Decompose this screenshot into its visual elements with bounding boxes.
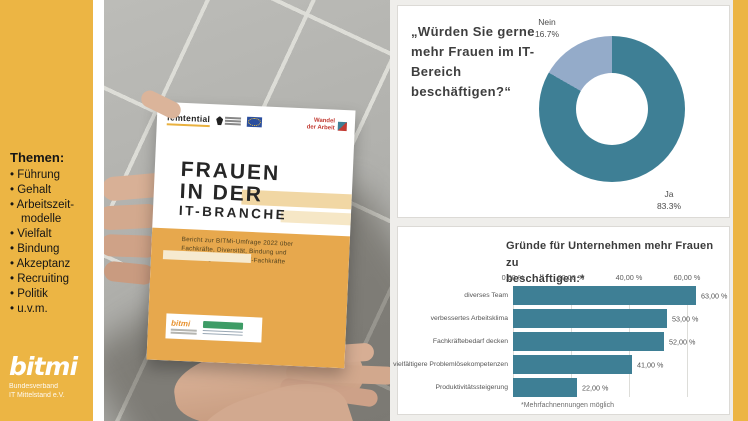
bar-x-axis: 0,00 % 20,00 % 40,00 % 60,00 %	[502, 273, 723, 286]
sidebar: Themen: FührungGehaltArbeitszeit-modelle…	[0, 0, 93, 421]
bar-track: 63,00 %	[513, 286, 727, 305]
bar-row: Produktivitätssteigerung 22,00 %	[408, 378, 723, 397]
ja-label-pct: 83.3%	[656, 201, 682, 212]
bar-category-label: vielfältigere Problemlösekompetenzen	[393, 361, 508, 368]
topics-heading: Themen:	[10, 150, 65, 165]
donut-hole	[576, 73, 648, 145]
sidebar-topic: Arbeitszeit-modelle	[10, 198, 90, 226]
bar-value-label: 41,00 %	[637, 360, 664, 369]
bar-row: verbessertes Arbeitsklima 53,00 %	[408, 309, 723, 328]
x-axis-tick: 60,00 %	[673, 273, 701, 282]
cover-photo: femtential Wandel der Arbeit	[104, 0, 390, 421]
bar-value-label: 22,00 %	[582, 383, 609, 392]
sidebar-topic: Gehalt	[10, 183, 90, 197]
wandel-squares-icon	[337, 121, 348, 131]
nein-label-text: Nein	[538, 17, 556, 27]
cover-bitmi-logo: bitmi	[170, 318, 198, 335]
ministry-text-lines	[224, 117, 242, 126]
cover-partner-logo	[202, 320, 244, 336]
gridline	[687, 286, 688, 397]
ja-slice-label: Ja 83.3%	[646, 188, 692, 213]
question-line: Bereich	[411, 64, 462, 80]
bar-track: 41,00 %	[513, 355, 723, 374]
x-axis-tick: 40,00 %	[615, 273, 643, 282]
cover-title: FRAUEN IN DER IT-BRANCHE	[178, 158, 290, 224]
question-text: „Würden Sie gerne mehr Frauen im IT- Berei…	[411, 22, 571, 103]
bar-category-label: Produktivitätssteigerung	[435, 384, 508, 391]
sidebar-topic: Politik	[10, 287, 90, 301]
sidebar-topic: Bindung	[10, 242, 90, 256]
bar: 63,00 %	[513, 286, 727, 305]
bar-body: diverses Team 63,00 % verbessertes Arbeits…	[393, 286, 727, 397]
bar-row: diverses Team 63,00 %	[408, 286, 727, 305]
bar: 22,00 %	[513, 378, 608, 397]
cover-highlight-band	[280, 210, 352, 226]
donut-chart	[539, 36, 685, 182]
bitmi-logo-text: bitmi	[9, 352, 78, 381]
question-line: mehr Frauen im IT-	[411, 44, 535, 60]
bar-value-label: 63,00 %	[701, 291, 728, 300]
bitmi-logo-subline-2: IT Mittelstand e.V.	[9, 392, 65, 400]
eu-flag-icon	[246, 116, 263, 128]
bar-row: Fachkräftebedarf decken 52,00 %	[408, 332, 723, 351]
donut-panel: „Würden Sie gerne mehr Frauen im IT- Berei…	[397, 5, 730, 218]
sidebar-topic: Akzeptanz	[10, 257, 90, 271]
bar-row: vielfältigere Problemlösekompetenzen 41,0…	[393, 355, 723, 374]
themen-list: FührungGehaltArbeitszeit-modelleVielfalt…	[10, 168, 90, 316]
question-line: „Würden Sie gerne	[411, 24, 535, 39]
bar-category-label: diverses Team	[464, 292, 508, 299]
bar-track: 53,00 %	[513, 309, 723, 328]
sidebar-topic: Recruiting	[10, 272, 90, 286]
cover-orange-section: Bericht zur BITMi-Umfrage 2022 über Fachk…	[146, 227, 351, 369]
report-cover: femtential Wandel der Arbeit	[146, 101, 356, 369]
bar: 53,00 %	[513, 309, 698, 328]
bar-title: Gründe für Unternehmen mehr Frauen zu bes…	[506, 238, 729, 288]
sidebar-topic: u.v.m.	[10, 302, 90, 316]
bar-rows: diverses Team 63,00 % verbessertes Arbeits…	[393, 286, 727, 397]
bar-track: 22,00 %	[513, 378, 723, 397]
cover-footer-logos: bitmi	[165, 313, 263, 343]
bar-value-label: 53,00 %	[672, 314, 699, 323]
x-axis-tick: 20,00 %	[557, 273, 585, 282]
cover-title-line-3: IT-BRANCHE	[178, 202, 288, 223]
bitmi-logo: bitmi Bundesverband IT Mittelstand e.V.	[9, 352, 78, 400]
eagle-icon	[216, 116, 223, 125]
federal-ministry-logo	[216, 116, 242, 126]
wandel-der-arbeit-logo: Wandel der Arbeit	[306, 117, 348, 133]
bar-value-label: 52,00 %	[669, 337, 696, 346]
x-axis-tick: 0,00 %	[501, 273, 525, 282]
bitmi-logo-subline: Bundesverband IT Mittelstand e.V.	[9, 382, 77, 400]
nein-label-pct: 16.7%	[534, 29, 560, 40]
bar: 41,00 %	[513, 355, 663, 374]
bitmi-logo-subline-1: Bundesverband	[9, 383, 59, 390]
bar-category-label: Fachkräftebedarf decken	[432, 338, 508, 345]
bar-chart-title-line: Gründe für Unternehmen mehr Frauen zu	[506, 240, 714, 269]
bar-category-label: verbessertes Arbeitsklima	[430, 315, 508, 322]
cover-bitmi-text: bitmi	[170, 318, 191, 328]
bar-chart: 0,00 % 20,00 % 40,00 % 60,00 % diverses Tea…	[393, 273, 727, 409]
bar: 52,00 %	[513, 332, 695, 351]
sidebar-topic: Führung	[10, 168, 90, 182]
wandel-der-arbeit-text: Wandel der Arbeit	[306, 117, 336, 132]
bar-chart-title-line: beschäftigen:*	[506, 273, 585, 285]
hand-finger	[104, 260, 155, 286]
charts-column: „Würden Sie gerne mehr Frauen im IT- Berei…	[390, 0, 748, 421]
topics-block: Themen: FührungGehaltArbeitszeit-modelle…	[10, 150, 90, 317]
cover-logo-row: femtential Wandel der Arbeit	[166, 109, 348, 135]
right-accent-strip	[733, 0, 748, 421]
ja-label-text: Ja	[664, 189, 674, 199]
bar-track: 52,00 %	[513, 332, 723, 351]
sidebar-topic: Vielfalt	[10, 227, 90, 241]
question-line: beschäftigen?“	[411, 84, 512, 100]
bar-panel: Gründe für Unternehmen mehr Frauen zu bes…	[393, 226, 730, 415]
bar-footnote: *Mehrfachnennungen möglich	[521, 402, 615, 409]
nein-slice-label: Nein 16.7%	[514, 16, 580, 41]
